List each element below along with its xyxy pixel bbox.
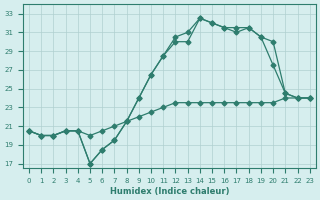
- X-axis label: Humidex (Indice chaleur): Humidex (Indice chaleur): [110, 187, 229, 196]
